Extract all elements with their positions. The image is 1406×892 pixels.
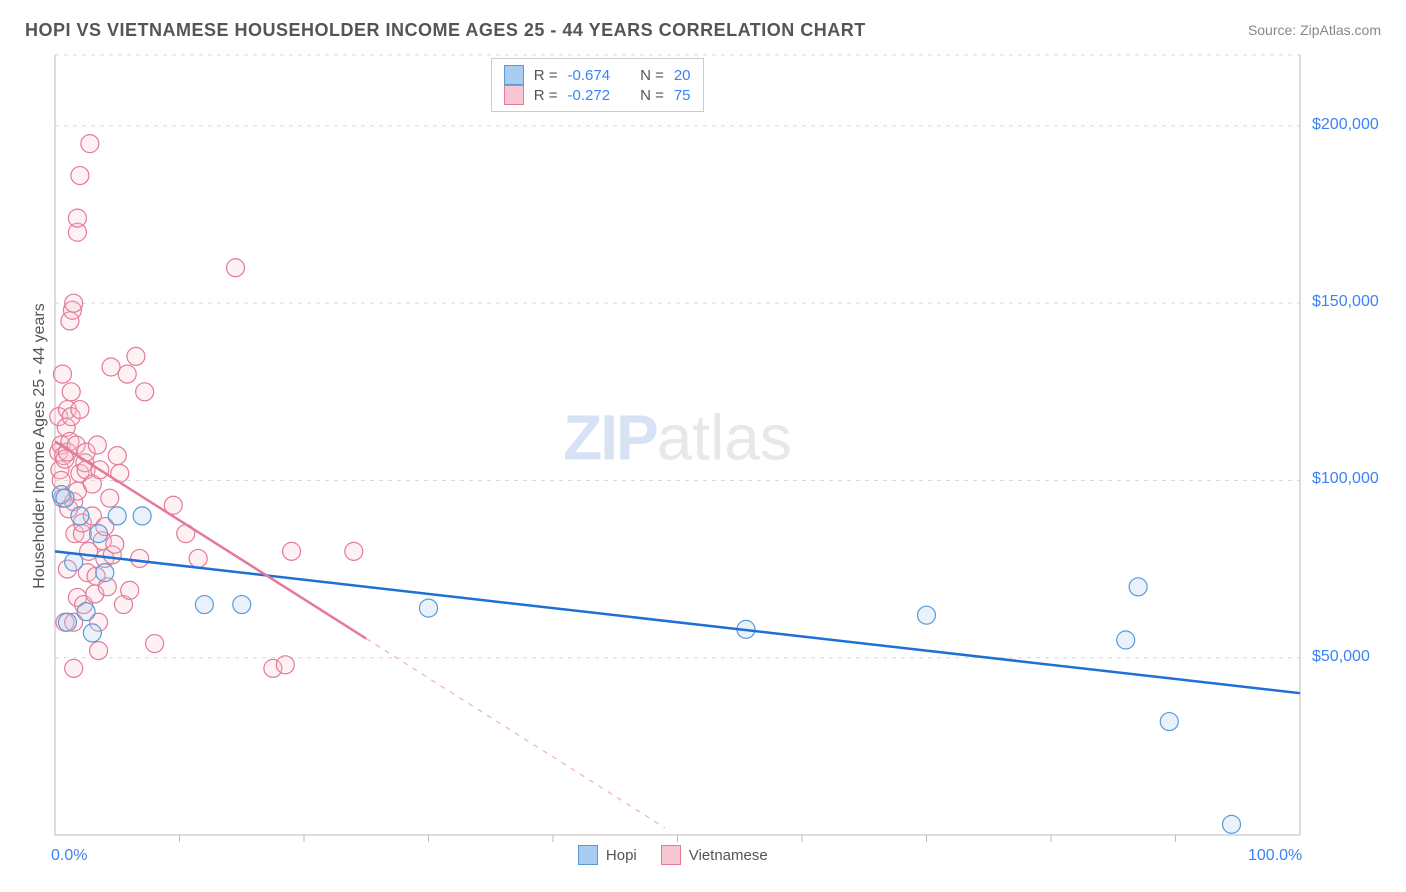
stats-swatch: [504, 85, 524, 105]
legend-swatch: [578, 845, 598, 865]
legend-swatch: [661, 845, 681, 865]
source-prefix: Source:: [1248, 22, 1300, 38]
x-axis-max-label: 100.0%: [1248, 847, 1302, 865]
stats-n-value: 75: [674, 87, 691, 104]
legend-label: Vietnamese: [689, 847, 768, 864]
y-axis-label: Householder Income Ages 25 - 44 years: [31, 303, 49, 589]
legend-item: Hopi: [578, 845, 637, 865]
plot-area: ZIPatlas R =-0.674N =20R =-0.272N =75: [55, 55, 1300, 835]
stats-r-label: R =: [534, 67, 558, 84]
x-axis-min-label: 0.0%: [51, 847, 87, 865]
correlation-stats-box: R = -0.674 N = 20 R = -0.272 N = 75: [491, 58, 704, 112]
stats-n-label: N =: [640, 67, 664, 84]
chart-title: HOPI VS VIETNAMESE HOUSEHOLDER INCOME AG…: [25, 20, 866, 41]
source-attribution: Source: ZipAtlas.com: [1248, 22, 1381, 38]
chart-container: HOPI VS VIETNAMESE HOUSEHOLDER INCOME AG…: [0, 0, 1406, 892]
stats-r-label: R =: [534, 87, 558, 104]
stats-row: R = -0.674 N = 20: [504, 65, 691, 85]
legend-item: Vietnamese: [661, 845, 768, 865]
y-tick-label: $100,000: [1312, 470, 1379, 488]
stats-r-value: -0.674: [568, 67, 611, 84]
stats-n-value: 20: [674, 67, 691, 84]
legend-label: Hopi: [606, 847, 637, 864]
legend: Hopi Vietnamese: [578, 845, 768, 865]
y-tick-label: $50,000: [1312, 648, 1370, 666]
stats-swatch: [504, 65, 524, 85]
y-tick-label: $150,000: [1312, 293, 1379, 311]
stats-n-label: N =: [640, 87, 664, 104]
stats-row: R = -0.272 N = 75: [504, 85, 691, 105]
plot-svg: [55, 55, 1300, 835]
source-name: ZipAtlas.com: [1300, 22, 1381, 38]
y-tick-label: $200,000: [1312, 116, 1379, 134]
stats-r-value: -0.272: [568, 87, 611, 104]
